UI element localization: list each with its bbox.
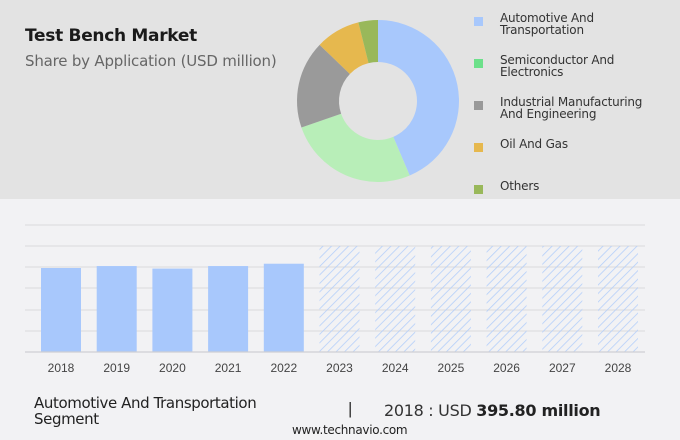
legend-item: Automotive And Transportation: [474, 12, 594, 36]
chart-subtitle: Share by Application (USD million): [25, 52, 277, 70]
x-tick-label: 2021: [215, 361, 242, 375]
legend-item: Industrial Manufacturing And Engineering: [474, 96, 642, 120]
bar: [41, 268, 81, 352]
x-tick-label: 2028: [605, 361, 632, 375]
forecast-bar: [486, 246, 527, 352]
segment-value: 2018 : USD 395.80 million: [384, 401, 601, 420]
x-tick-label: 2025: [438, 361, 465, 375]
donut-slice: [319, 22, 369, 74]
legend-swatch-icon: [474, 17, 483, 26]
donut-slice: [296, 44, 350, 128]
forecast-bar: [319, 246, 360, 352]
segment-label: Automotive And Transportation Segment: [34, 394, 257, 428]
forecast-bar: [430, 246, 471, 352]
donut-slice: [358, 20, 378, 64]
x-tick-label: 2027: [549, 361, 576, 375]
legend-label: Others: [500, 179, 540, 193]
x-tick-label: 2023: [326, 361, 353, 375]
legend-label: Oil And Gas: [500, 137, 568, 151]
forecast-bar: [375, 246, 416, 352]
x-tick-label: 2019: [103, 361, 130, 375]
legend-item: Others: [474, 180, 539, 194]
bar: [96, 266, 137, 352]
legend-item: Oil And Gas: [474, 138, 568, 152]
x-tick-label: 2020: [159, 361, 186, 375]
forecast-bar: [542, 246, 583, 352]
legend-swatch-icon: [474, 59, 483, 68]
x-tick-label: 2026: [493, 361, 520, 375]
source-url: www.technavio.com: [292, 423, 408, 437]
x-tick-label: 2024: [382, 361, 409, 375]
donut-chart: [296, 20, 459, 182]
legend-swatch-icon: [474, 185, 483, 194]
legend-swatch-icon: [474, 101, 483, 110]
x-tick-label: 2018: [48, 361, 75, 375]
forecast-bar: [598, 246, 638, 352]
legend-label: Industrial Manufacturing And Engineering: [500, 95, 643, 121]
legend-label: Semiconductor And Electronics: [500, 53, 615, 79]
bar-chart: 2018 2019 2020 2021 2022 2023 2024 2025 2026 2027…: [25, 224, 645, 375]
legend-swatch-icon: [474, 143, 483, 152]
donut-slice: [301, 113, 410, 182]
bar: [263, 263, 304, 352]
bar: [208, 266, 249, 352]
x-tick-label: 2022: [270, 361, 297, 375]
legend-label: Automotive And Transportation: [500, 11, 594, 37]
legend-item: Semiconductor And Electronics: [474, 54, 614, 78]
donut-slice: [378, 20, 459, 176]
chart-title: Test Bench Market: [25, 26, 197, 46]
footer-separator: |: [348, 399, 353, 418]
bar: [152, 268, 193, 352]
